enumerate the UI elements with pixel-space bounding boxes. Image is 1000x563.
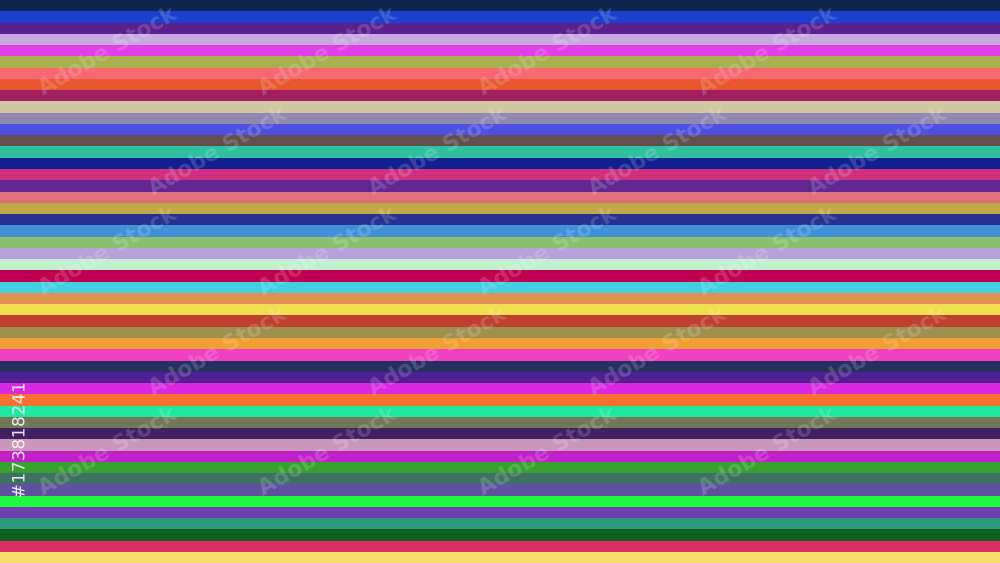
stripe [0, 326, 1000, 338]
stripe [0, 135, 1000, 147]
stripe [0, 101, 1000, 113]
stock-id-label: #173818241 [4, 330, 34, 550]
stripe [0, 202, 1000, 215]
stripe [0, 214, 1000, 226]
stripe [0, 371, 1000, 384]
stripe [0, 123, 1000, 136]
stripe [0, 337, 1000, 350]
stripe [0, 529, 1000, 541]
stripe [0, 67, 1000, 79]
stripe [0, 383, 1000, 395]
stripe [0, 394, 1000, 406]
stripe [0, 225, 1000, 237]
stripe [0, 270, 1000, 282]
stripe [0, 90, 1000, 102]
stripe [0, 450, 1000, 462]
stripe [0, 247, 1000, 260]
stripe [0, 473, 1000, 485]
stripe [0, 360, 1000, 372]
stripe [0, 180, 1000, 192]
stripe [0, 33, 1000, 46]
stripe [0, 304, 1000, 316]
stripe [0, 56, 1000, 68]
stripe [0, 461, 1000, 474]
stripe [0, 157, 1000, 169]
stripe [0, 495, 1000, 507]
stripe [0, 506, 1000, 519]
stripe [0, 540, 1000, 553]
stripe [0, 45, 1000, 57]
stripe [0, 112, 1000, 124]
stock-id-text: #173818241 [9, 381, 29, 499]
stripe [0, 416, 1000, 429]
stripe [0, 552, 1000, 563]
stripe [0, 439, 1000, 451]
stripe [0, 315, 1000, 327]
stripe [0, 518, 1000, 530]
stripe [0, 259, 1000, 271]
stripe [0, 11, 1000, 23]
stripe [0, 22, 1000, 34]
stripe [0, 168, 1000, 181]
stripe [0, 78, 1000, 91]
stripe [0, 349, 1000, 361]
stripe [0, 281, 1000, 293]
stripe [0, 146, 1000, 158]
stripe [0, 484, 1000, 496]
stripe [0, 292, 1000, 305]
stripe [0, 0, 1000, 12]
stripe [0, 236, 1000, 248]
stripe [0, 191, 1000, 203]
stripe [0, 405, 1000, 417]
stripe [0, 428, 1000, 440]
